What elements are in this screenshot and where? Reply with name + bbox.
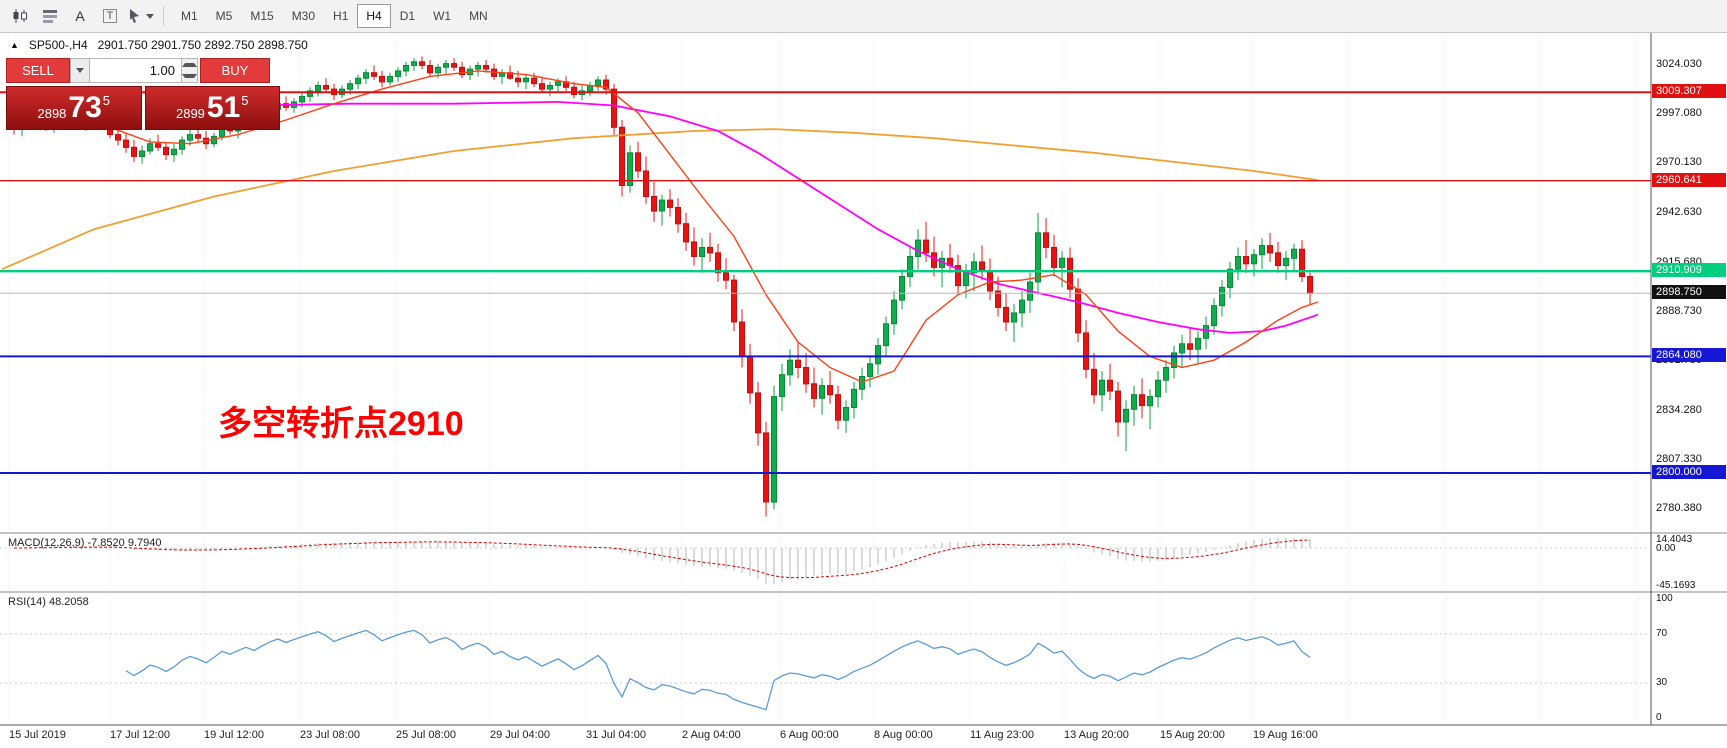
price-tick: 2970.130	[1656, 156, 1702, 169]
grid-lines	[0, 33, 1651, 725]
price-tick: 2780.380	[1656, 501, 1702, 514]
rsi-axis-label: 70	[1656, 628, 1668, 639]
level-price-label: 2800.000	[1652, 464, 1726, 479]
macd-axis-label: 14.4043	[1656, 534, 1693, 545]
price-tick: 2942.630	[1656, 206, 1702, 219]
sell-price-big: 73	[68, 91, 102, 124]
timeframe-m1[interactable]: M1	[181, 9, 198, 23]
up-arrow-icon	[182, 62, 197, 67]
price-tiles-row: 2898 73 5 2899 51 5	[6, 86, 280, 130]
window-marker-icon: ▲	[10, 40, 19, 50]
timeframe-group: M1 M5 M15 M30 H1 H4 D1 W1 MN	[172, 4, 497, 28]
time-tick: 29 Jul 04:00	[490, 729, 550, 741]
time-tick: 8 Aug 00:00	[874, 729, 933, 741]
cursor-tool-icon[interactable]	[126, 3, 155, 29]
buy-button[interactable]: BUY	[200, 58, 270, 83]
level-price-label: 2960.641	[1652, 172, 1726, 187]
volume-down-button[interactable]	[182, 70, 197, 82]
buy-price-sup: 5	[241, 92, 249, 108]
time-tick: 13 Aug 20:00	[1064, 729, 1129, 741]
ohlc-values: 2901.750 2901.750 2892.750 2898.750	[97, 38, 308, 52]
timeframe-h4[interactable]: H4	[357, 4, 391, 28]
level-price-label: 2910.909	[1652, 263, 1726, 278]
chart-text-annotation: 多空转折点2910	[218, 405, 464, 443]
timeframe-m15[interactable]: M15	[250, 9, 274, 23]
sell-price-tile[interactable]: 2898 73 5	[6, 86, 142, 130]
rsi-axis-label: 0	[1656, 712, 1662, 723]
rsi-axis-label: 30	[1656, 677, 1668, 688]
sell-button[interactable]: SELL	[6, 58, 70, 83]
macd-signal-line	[14, 539, 1311, 579]
rsi-indicator-label: RSI(14) 48.2058	[8, 596, 89, 608]
time-tick: 19 Aug 16:00	[1253, 729, 1318, 741]
time-tick: 15 Aug 20:00	[1160, 729, 1225, 741]
timeframe-m5[interactable]: M5	[215, 9, 233, 23]
timeframe-m30[interactable]: M30	[291, 9, 316, 23]
sell-price-prefix: 2898	[37, 105, 67, 121]
buy-price-big: 51	[206, 91, 241, 124]
indicator-list-icon[interactable]	[36, 3, 64, 29]
volume-dropdown-button[interactable]	[70, 58, 90, 83]
time-tick: 31 Jul 04:00	[586, 729, 646, 741]
ma-slow	[1, 128, 1319, 271]
volume-up-button[interactable]	[182, 59, 197, 71]
toolbar-separator	[163, 6, 164, 26]
candlestick-chart-icon[interactable]	[6, 3, 34, 29]
level-price-label: 2864.080	[1652, 348, 1726, 363]
time-tick: 19 Jul 12:00	[204, 729, 264, 741]
chevron-down-icon	[76, 68, 84, 73]
buy-price-tile[interactable]: 2899 51 5	[144, 86, 280, 130]
text-tool-t-icon[interactable]: T	[96, 3, 124, 29]
price-tick: 2807.330	[1656, 452, 1702, 465]
price-tick: 2997.080	[1656, 107, 1702, 120]
volume-input[interactable]	[90, 58, 182, 83]
text-label-a-icon-glyph: A	[75, 8, 85, 24]
price-tick: 3024.030	[1656, 58, 1702, 71]
time-tick: 15 Jul 2019	[9, 729, 66, 741]
ma-medium	[253, 100, 1319, 334]
sell-price-sup: 5	[102, 92, 111, 108]
macd-histogram	[21, 537, 1311, 585]
order-controls-row: SELL BUY	[6, 58, 280, 83]
volume-stepper	[182, 58, 198, 83]
rsi-line	[125, 629, 1311, 711]
price-tick: 2888.730	[1656, 304, 1702, 317]
timeframe-w1[interactable]: W1	[433, 9, 452, 23]
macd-indicator-label: MACD(12,26,9) -7.8520 9.7940	[8, 537, 162, 549]
one-click-trading-panel: SELL BUY 2898 73 5 2899 51 5	[6, 58, 280, 130]
timeframe-h1[interactable]: H1	[333, 9, 349, 23]
text-label-a-icon[interactable]: A	[66, 3, 94, 29]
symbol-title: SP500-,H4	[28, 38, 88, 52]
macd-axis-label: 0.00	[1656, 543, 1676, 554]
panel-borders	[0, 33, 1727, 726]
rsi-axis-label: 100	[1656, 593, 1673, 604]
price-tick: 2834.280	[1656, 403, 1702, 416]
timeframe-d1[interactable]: D1	[399, 9, 416, 23]
time-tick: 25 Jul 08:00	[396, 729, 456, 741]
text-tool-t-icon-glyph: T	[102, 9, 118, 23]
level-price-label: 2898.750	[1652, 285, 1726, 300]
level-price-label: 3009.307	[1652, 84, 1726, 99]
macd-axis-label: -45.1693	[1656, 580, 1696, 592]
time-tick: 6 Aug 00:00	[780, 729, 839, 741]
timeframe-mn[interactable]: MN	[469, 9, 488, 23]
time-tick: 11 Aug 23:00	[970, 729, 1035, 741]
chevron-down-icon	[146, 13, 154, 19]
symbol-header: ▲ SP500-,H4 2901.750 2901.750 2892.750 2…	[10, 38, 308, 52]
buy-price-prefix: 2899	[175, 105, 205, 121]
time-tick: 17 Jul 12:00	[110, 729, 170, 741]
time-tick: 23 Jul 08:00	[300, 729, 360, 741]
time-tick: 2 Aug 04:00	[682, 729, 741, 741]
down-arrow-icon	[182, 74, 197, 79]
